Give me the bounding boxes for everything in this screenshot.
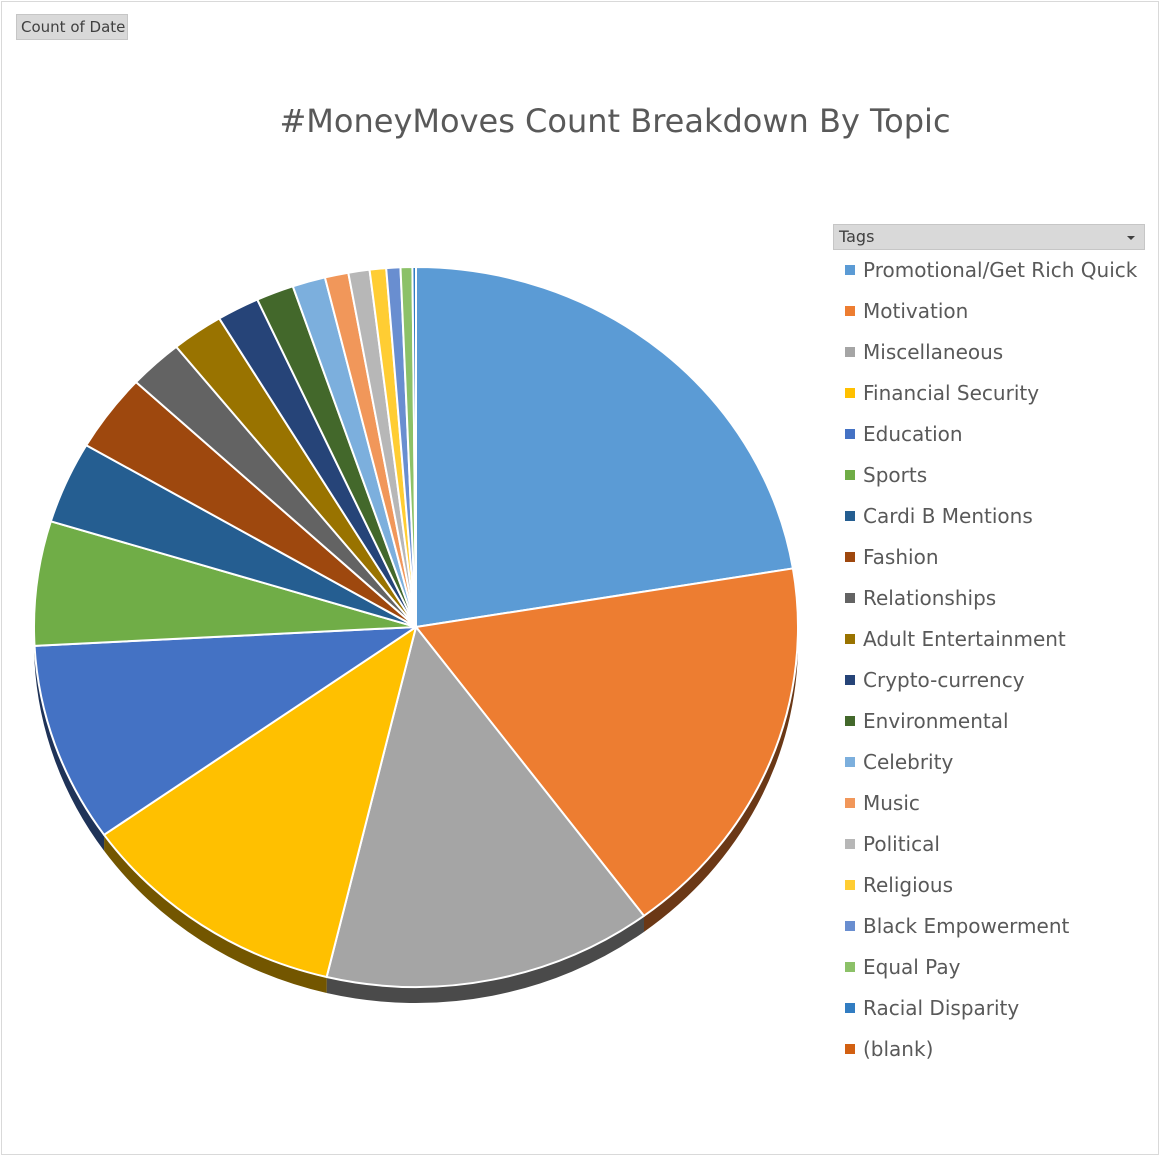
dropdown-arrow-icon[interactable]	[1127, 236, 1135, 240]
pie-slice-side-2	[326, 915, 644, 1004]
legend-label: Black Empowerment	[863, 914, 1070, 938]
legend-label: Religious	[863, 873, 953, 897]
pie-slice-4[interactable]	[33, 626, 417, 836]
legend-label: Financial Security	[863, 381, 1040, 405]
legend-swatch	[845, 470, 855, 480]
pie-slice-3[interactable]	[103, 626, 417, 979]
legend-item[interactable]: Racial Disparity	[845, 994, 1155, 1024]
legend-item[interactable]: Music	[845, 789, 1155, 819]
pie-slice-0[interactable]	[415, 266, 794, 628]
legend-swatch	[845, 552, 855, 562]
legend-item[interactable]: Relationships	[845, 584, 1155, 614]
legend-label: Relationships	[863, 586, 997, 610]
legend-label: Fashion	[863, 545, 939, 569]
legend-swatch	[845, 757, 855, 767]
legend-item[interactable]: Sports	[845, 461, 1155, 491]
legend-swatch	[845, 716, 855, 726]
legend-swatch	[845, 429, 855, 439]
legend-label: Political	[863, 832, 940, 856]
legend-label: Motivation	[863, 299, 969, 323]
legend-item[interactable]: Fashion	[845, 543, 1155, 573]
legend-item[interactable]: Equal Pay	[845, 953, 1155, 983]
pie-slice-side-3	[104, 834, 327, 994]
legend-label: Miscellaneous	[863, 340, 1004, 364]
tags-filter-button[interactable]: Tags	[833, 224, 1145, 250]
legend-item[interactable]: Crypto-currency	[845, 666, 1155, 696]
pie-slice-2[interactable]	[325, 626, 645, 988]
pie-slice-side-4	[34, 645, 105, 851]
legend-label: Equal Pay	[863, 955, 961, 979]
pie-slice-5[interactable]	[33, 520, 417, 647]
legend-swatch	[845, 388, 855, 398]
legend-swatch	[845, 511, 855, 521]
legend-item[interactable]: Education	[845, 420, 1155, 450]
legend-item[interactable]: Promotional/Get Rich Quick	[845, 256, 1155, 286]
legend-label: Music	[863, 791, 920, 815]
legend-label: Crypto-currency	[863, 668, 1025, 692]
legend-swatch	[845, 880, 855, 890]
legend-item[interactable]: Political	[845, 830, 1155, 860]
pie-slice-side-1	[643, 627, 798, 932]
legend-item[interactable]: Celebrity	[845, 748, 1155, 778]
pie-slice-18[interactable]	[411, 266, 417, 628]
legend-label: Environmental	[863, 709, 1009, 733]
legend-label: Education	[863, 422, 963, 446]
legend-label: (blank)	[863, 1037, 934, 1061]
legend-swatch	[845, 265, 855, 275]
legend-label: Celebrity	[863, 750, 954, 774]
chart-title: #MoneyMoves Count Breakdown By Topic	[279, 102, 951, 140]
legend-label: Sports	[863, 463, 928, 487]
pie-slice-1[interactable]	[415, 567, 799, 917]
legend-swatch	[845, 634, 855, 644]
legend-item[interactable]: Environmental	[845, 707, 1155, 737]
legend-label: Cardi B Mentions	[863, 504, 1033, 528]
legend-swatch	[845, 798, 855, 808]
legend-item[interactable]: Religious	[845, 871, 1155, 901]
legend-swatch	[845, 962, 855, 972]
legend-item[interactable]: Miscellaneous	[845, 338, 1155, 368]
legend-item[interactable]: Adult Entertainment	[845, 625, 1155, 655]
count-of-date-field-button[interactable]: Count of Date	[16, 14, 128, 40]
legend-item[interactable]: Motivation	[845, 297, 1155, 327]
legend-label: Promotional/Get Rich Quick	[863, 258, 1138, 282]
legend-swatch	[845, 675, 855, 685]
legend-swatch	[845, 839, 855, 849]
tags-filter-label: Tags	[839, 227, 875, 246]
legend-swatch	[845, 1003, 855, 1013]
legend-swatch	[845, 306, 855, 316]
legend-label: Adult Entertainment	[863, 627, 1066, 651]
legend-swatch	[845, 921, 855, 931]
legend-item[interactable]: Financial Security	[845, 379, 1155, 409]
legend-swatch	[845, 1044, 855, 1054]
legend-item[interactable]: Cardi B Mentions	[845, 502, 1155, 532]
legend-item[interactable]: Black Empowerment	[845, 912, 1155, 942]
legend-label: Racial Disparity	[863, 996, 1020, 1020]
legend-item[interactable]: (blank)	[845, 1035, 1155, 1065]
legend-swatch	[845, 347, 855, 357]
legend-swatch	[845, 593, 855, 603]
